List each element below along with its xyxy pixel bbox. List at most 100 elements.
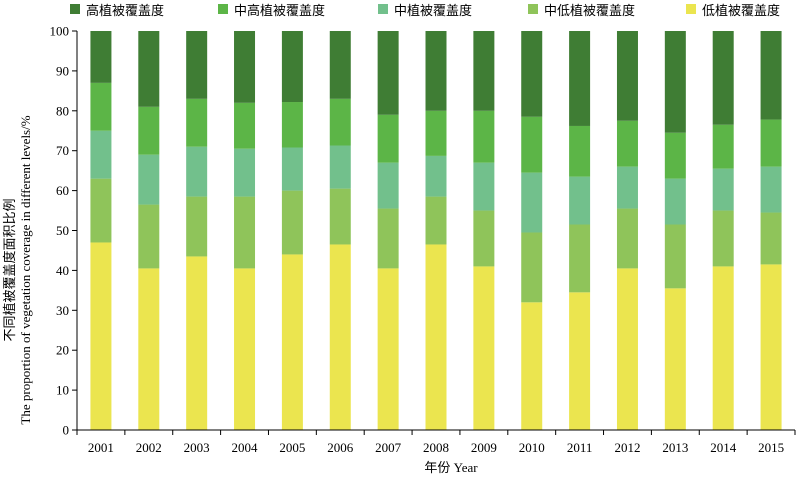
bar-segment-2009-3 [473, 110, 495, 163]
x-tick-label: 2013 [662, 440, 688, 455]
bar-segment-2001-4 [90, 31, 112, 83]
bar-segment-2002-2 [138, 154, 160, 205]
bar-segment-2014-2 [712, 168, 734, 211]
bar-segment-2012-3 [616, 120, 638, 167]
bar-segment-2001-0 [90, 242, 112, 430]
bar-segment-2003-0 [186, 256, 208, 430]
bar-segment-2009-2 [473, 162, 495, 211]
bar-segment-2005-1 [281, 190, 303, 255]
x-tick-label: 2004 [232, 440, 259, 455]
x-tick-label: 2005 [279, 440, 305, 455]
bar-segment-2011-3 [569, 125, 591, 177]
bar-segment-2013-3 [664, 132, 686, 179]
x-tick-label: 2003 [184, 440, 210, 455]
x-tick-label: 2007 [375, 440, 402, 455]
bar-segment-2013-2 [664, 178, 686, 225]
bar-segment-2003-4 [186, 31, 208, 99]
bar-segment-2007-4 [377, 31, 399, 115]
legend-swatch [378, 4, 388, 14]
bar-segment-2015-4 [760, 31, 782, 120]
x-axis-title: 年份 Year [424, 460, 478, 475]
bar-segment-2013-0 [664, 288, 686, 430]
bar-segment-2007-2 [377, 162, 399, 209]
bar-segment-2010-4 [521, 31, 543, 117]
bar-segment-2008-2 [425, 155, 447, 197]
bar-segment-2004-3 [234, 102, 256, 149]
x-tick-label: 2012 [614, 440, 640, 455]
y-tick-label: 10 [56, 383, 69, 398]
bar-segment-2005-2 [281, 147, 303, 191]
bar-segment-2014-1 [712, 210, 734, 267]
legend-item: 中高植被覆盖度 [218, 0, 325, 19]
bar-segment-2015-3 [760, 119, 782, 167]
y-tick-label: 40 [56, 263, 69, 278]
bar-segment-2010-0 [521, 302, 543, 430]
bar-segment-2003-3 [186, 98, 208, 147]
bar-segment-2007-0 [377, 268, 399, 430]
bar-segment-2008-1 [425, 196, 447, 245]
y-tick-label: 90 [56, 63, 69, 78]
bar-segment-2011-4 [569, 31, 591, 126]
bar-segment-2009-4 [473, 31, 495, 111]
bar-segment-2007-3 [377, 114, 399, 163]
bar-segment-2001-1 [90, 178, 112, 243]
bar-segment-2014-3 [712, 124, 734, 169]
bar-segment-2012-0 [616, 268, 638, 430]
bar-segment-2015-2 [760, 166, 782, 213]
legend-item: 低植被覆盖度 [686, 0, 781, 19]
legend-label: 高植被覆盖度 [86, 3, 165, 19]
bar-segment-2003-2 [186, 146, 208, 197]
bar-segment-2014-4 [712, 31, 734, 125]
bar-segment-2013-4 [664, 31, 686, 133]
x-tick-label: 2014 [710, 440, 737, 455]
bar-segment-2012-2 [616, 166, 638, 209]
legend-item: 高植被覆盖度 [70, 0, 165, 19]
bar-segment-2006-2 [329, 145, 351, 189]
bar-segment-2008-4 [425, 31, 447, 111]
bar-segment-2009-0 [473, 266, 495, 430]
x-tick-label: 2001 [88, 440, 114, 455]
y-tick-label: 30 [56, 303, 69, 318]
bar-segment-2001-2 [90, 130, 112, 179]
legend-label: 低植被覆盖度 [702, 3, 781, 19]
y-tick-label: 0 [63, 423, 70, 438]
y-tick-label: 60 [56, 183, 69, 198]
bar-segment-2002-1 [138, 204, 160, 269]
bar-segment-2004-0 [234, 268, 256, 430]
bar-segment-2006-0 [329, 244, 351, 430]
legend-label: 中植被覆盖度 [394, 3, 473, 19]
legend-swatch [218, 4, 228, 14]
bar-segment-2014-0 [712, 266, 734, 430]
bar-segment-2005-4 [281, 31, 303, 103]
legend-swatch [528, 4, 538, 14]
bar-segment-2001-3 [90, 82, 112, 131]
x-tick-label: 2011 [567, 440, 593, 455]
bar-segment-2012-4 [616, 31, 638, 121]
bar-segment-2002-0 [138, 268, 160, 430]
x-tick-label: 2002 [136, 440, 162, 455]
legend-label: 中低植被覆盖度 [544, 3, 636, 19]
legend-swatch [70, 4, 80, 14]
x-tick-label: 2010 [519, 440, 545, 455]
bars-group [90, 31, 782, 430]
bar-segment-2010-3 [521, 116, 543, 173]
bar-segment-2006-3 [329, 98, 351, 146]
axes-group: 0 10 20 30 40 50 60 70 80 90 100 2001 2002 2003 2004 20… [50, 24, 796, 455]
y-tick-label: 20 [56, 343, 69, 358]
y-tick-label: 100 [50, 24, 70, 39]
bar-segment-2008-0 [425, 244, 447, 430]
y-tick-label: 70 [56, 143, 69, 158]
legend-item: 中植被覆盖度 [378, 0, 473, 19]
bar-segment-2004-2 [234, 148, 256, 197]
bar-segment-2009-1 [473, 210, 495, 267]
bar-segment-2013-1 [664, 224, 686, 289]
x-tick-label: 2008 [423, 440, 449, 455]
bar-segment-2007-1 [377, 208, 399, 269]
legend-swatch [686, 4, 696, 14]
y-tick-label: 50 [56, 223, 69, 238]
legend-item: 中低植被覆盖度 [528, 0, 636, 19]
bar-segment-2011-1 [569, 224, 591, 293]
bar-segment-2010-2 [521, 172, 543, 233]
x-tick-label: 2009 [471, 440, 497, 455]
bar-segment-2015-0 [760, 264, 782, 430]
